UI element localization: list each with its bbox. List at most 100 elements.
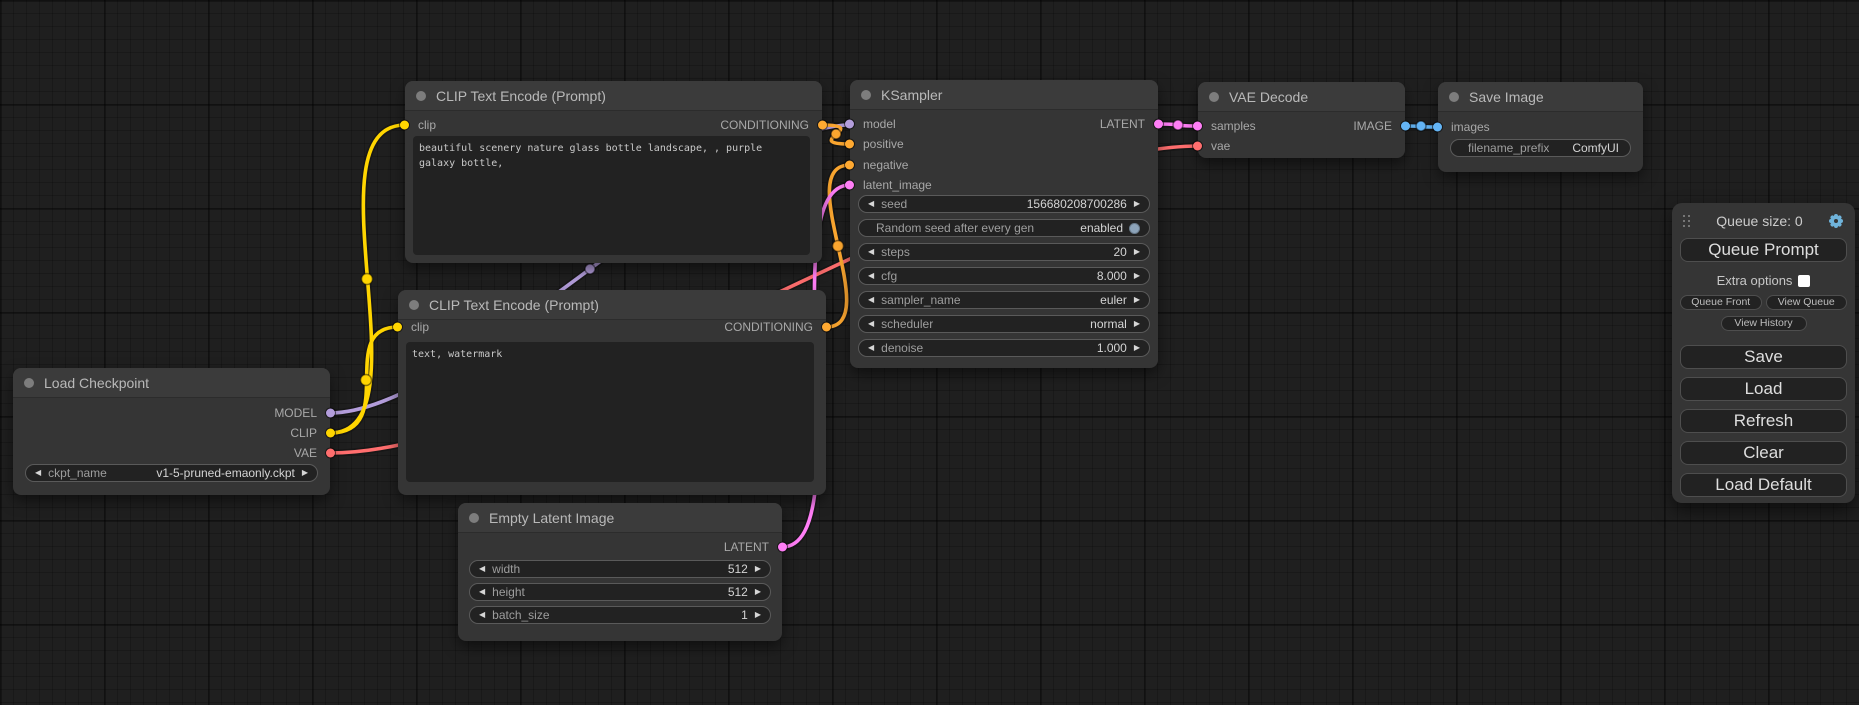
- widget-height[interactable]: ◀ height 512 ▶: [469, 583, 771, 601]
- input-row: images: [1433, 118, 1643, 136]
- node-title: Load Checkpoint: [44, 374, 150, 391]
- output-label-conditioning: CONDITIONING: [720, 118, 809, 132]
- output-port-latent[interactable]: [1154, 119, 1163, 129]
- output-port-clip[interactable]: [326, 428, 335, 438]
- node-title-bar[interactable]: CLIP Text Encode (Prompt): [398, 290, 826, 320]
- node-load-checkpoint[interactable]: Load Checkpoint MODEL CLIP VAE ◀ ckpt_na…: [13, 368, 335, 495]
- output-row: VAE: [13, 444, 335, 462]
- increment-arrow-icon[interactable]: ▶: [301, 468, 308, 477]
- node-clip-text-encode-positive[interactable]: CLIP Text Encode (Prompt) clip CONDITION…: [400, 81, 827, 263]
- decrement-arrow-icon[interactable]: ◀: [868, 319, 875, 328]
- increment-arrow-icon[interactable]: ▶: [1133, 271, 1140, 280]
- widget-scheduler[interactable]: ◀ scheduler normal ▶: [858, 315, 1150, 333]
- widget-sampler-name[interactable]: ◀ sampler_name euler ▶: [858, 291, 1150, 309]
- increment-arrow-icon[interactable]: ▶: [1133, 247, 1140, 256]
- widget-value: enabled: [1080, 221, 1123, 235]
- increment-arrow-icon[interactable]: ▶: [1133, 199, 1140, 208]
- widget-denoise[interactable]: ◀ denoise 1.000 ▶: [858, 339, 1150, 357]
- collapse-dot-icon[interactable]: [409, 299, 419, 310]
- prompt-textarea[interactable]: text, watermark: [406, 342, 814, 482]
- input-port-negative[interactable]: [845, 160, 854, 170]
- input-port-vae[interactable]: [1193, 141, 1202, 151]
- node-ksampler[interactable]: KSampler model LATENT positive negative …: [845, 80, 1163, 368]
- settings-gear-icon[interactable]: [1828, 213, 1844, 229]
- increment-arrow-icon[interactable]: ▶: [754, 564, 761, 573]
- decrement-arrow-icon[interactable]: ◀: [868, 199, 875, 208]
- output-row: LATENT: [458, 538, 787, 556]
- node-save-image[interactable]: Save Image images filename_prefix ComfyU…: [1433, 82, 1643, 172]
- widget-cfg[interactable]: ◀ cfg 8.000 ▶: [858, 267, 1150, 285]
- decrement-arrow-icon[interactable]: ◀: [868, 271, 875, 280]
- widget-steps[interactable]: ◀ steps 20 ▶: [858, 243, 1150, 261]
- increment-arrow-icon[interactable]: ▶: [754, 610, 761, 619]
- input-port-positive[interactable]: [845, 139, 854, 149]
- widget-value: normal: [1090, 317, 1127, 331]
- collapse-dot-icon[interactable]: [24, 377, 34, 388]
- output-port-model[interactable]: [326, 408, 335, 418]
- increment-arrow-icon[interactable]: ▶: [1133, 319, 1140, 328]
- node-title-bar[interactable]: VAE Decode: [1198, 82, 1405, 112]
- save-button[interactable]: Save: [1680, 345, 1847, 369]
- collapse-dot-icon[interactable]: [861, 89, 871, 100]
- output-row: CLIP: [13, 424, 335, 442]
- increment-arrow-icon[interactable]: ▶: [754, 587, 761, 596]
- widget-label: ckpt_name: [48, 466, 107, 480]
- node-title-bar[interactable]: CLIP Text Encode (Prompt): [405, 81, 822, 111]
- output-port-latent[interactable]: [778, 542, 787, 552]
- extra-options-checkbox[interactable]: [1798, 274, 1811, 287]
- drag-handle-icon[interactable]: [1683, 214, 1691, 228]
- widget-filename-prefix[interactable]: filename_prefix ComfyUI: [1450, 139, 1631, 157]
- node-vae-decode[interactable]: VAE Decode samples IMAGE vae: [1193, 82, 1410, 158]
- prompt-textarea[interactable]: beautiful scenery nature glass bottle la…: [413, 136, 810, 255]
- decrement-arrow-icon[interactable]: ◀: [868, 295, 875, 304]
- output-port-conditioning[interactable]: [818, 120, 827, 130]
- increment-arrow-icon[interactable]: ▶: [1133, 343, 1140, 352]
- queue-panel: Queue size: 0 Queue Prompt Extra options…: [1672, 203, 1855, 503]
- collapse-dot-icon[interactable]: [1449, 91, 1459, 102]
- increment-arrow-icon[interactable]: ▶: [1133, 295, 1140, 304]
- widget-label: cfg: [881, 269, 898, 283]
- output-port-vae[interactable]: [326, 448, 335, 458]
- node-title-bar[interactable]: Save Image: [1438, 82, 1643, 112]
- decrement-arrow-icon[interactable]: ◀: [868, 247, 875, 256]
- decrement-arrow-icon[interactable]: ◀: [479, 564, 486, 573]
- output-label-vae: VAE: [293, 446, 317, 460]
- node-empty-latent-image[interactable]: Empty Latent Image LATENT ◀ width 512 ▶ …: [458, 503, 787, 641]
- decrement-arrow-icon[interactable]: ◀: [479, 587, 486, 596]
- widget-label: scheduler: [881, 317, 934, 331]
- input-port-latent-image[interactable]: [845, 180, 854, 190]
- widget-ckpt-name[interactable]: ◀ ckpt_name v1-5-pruned-emaonly.ckpt ▶: [25, 464, 318, 482]
- clear-button[interactable]: Clear: [1680, 441, 1847, 465]
- view-history-button[interactable]: View History: [1720, 316, 1807, 331]
- load-button[interactable]: Load: [1680, 377, 1847, 401]
- node-title-bar[interactable]: Load Checkpoint: [13, 368, 330, 398]
- queue-front-button[interactable]: Queue Front: [1680, 295, 1762, 310]
- node-clip-text-encode-negative[interactable]: CLIP Text Encode (Prompt) clip CONDITION…: [393, 290, 831, 495]
- decrement-arrow-icon[interactable]: ◀: [479, 610, 486, 619]
- node-title-bar[interactable]: KSampler: [850, 80, 1158, 110]
- collapse-dot-icon[interactable]: [1209, 91, 1219, 102]
- widget-value: 20: [1113, 245, 1127, 259]
- decrement-arrow-icon[interactable]: ◀: [35, 468, 42, 477]
- decrement-arrow-icon[interactable]: ◀: [868, 343, 875, 352]
- node-title-bar[interactable]: Empty Latent Image: [458, 503, 782, 533]
- widget-seed[interactable]: ◀ seed 156680208700286 ▶: [858, 195, 1150, 213]
- refresh-button[interactable]: Refresh: [1680, 409, 1847, 433]
- load-default-button[interactable]: Load Default: [1680, 473, 1847, 497]
- input-row: negative: [845, 156, 1158, 174]
- widget-batch-size[interactable]: ◀ batch_size 1 ▶: [469, 606, 771, 624]
- view-queue-button[interactable]: View Queue: [1765, 295, 1847, 310]
- widget-value: 1.000: [1096, 341, 1127, 355]
- input-label-negative: negative: [863, 158, 909, 172]
- output-port-image[interactable]: [1401, 121, 1410, 131]
- toggle-dot-icon[interactable]: [1129, 222, 1140, 234]
- widget-width[interactable]: ◀ width 512 ▶: [469, 560, 771, 578]
- widget-value: v1-5-pruned-emaonly.ckpt: [156, 466, 295, 480]
- queue-prompt-button[interactable]: Queue Prompt: [1680, 238, 1847, 262]
- widget-random-seed-toggle[interactable]: Random seed after every gen enabled: [858, 219, 1150, 237]
- output-port-conditioning[interactable]: [822, 322, 831, 332]
- widget-value: 156680208700286: [1026, 197, 1127, 211]
- collapse-dot-icon[interactable]: [469, 512, 479, 523]
- input-port-images[interactable]: [1433, 122, 1442, 132]
- collapse-dot-icon[interactable]: [416, 90, 426, 101]
